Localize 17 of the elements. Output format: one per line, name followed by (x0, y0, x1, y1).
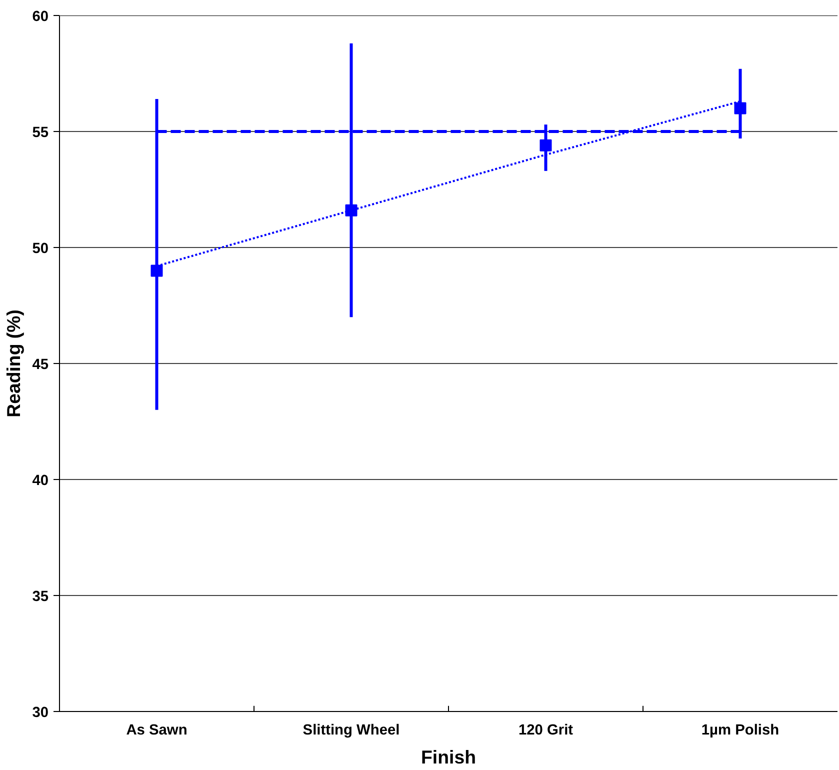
y-tick-label: 55 (32, 125, 49, 141)
point (345, 204, 358, 216)
x-tick-label: 120 Grit (518, 722, 574, 738)
x-tick-label: As Sawn (126, 722, 188, 738)
y-tick-label: 30 (32, 705, 49, 721)
y-tick-label: 45 (32, 357, 49, 373)
x-axis-title: Finish (421, 746, 476, 768)
x-tick-label: Slitting Wheel (302, 722, 400, 738)
point (150, 264, 163, 277)
y-axis-title: Reading (%) (3, 310, 24, 418)
point (540, 139, 552, 152)
y-tick-label: 35 (32, 589, 49, 605)
x-tick-label: 1µm Polish (701, 722, 780, 738)
point (734, 102, 746, 114)
y-tick-label: 40 (32, 473, 49, 489)
y-tick-label: 60 (32, 9, 49, 25)
y-tick-label: 50 (32, 241, 49, 257)
